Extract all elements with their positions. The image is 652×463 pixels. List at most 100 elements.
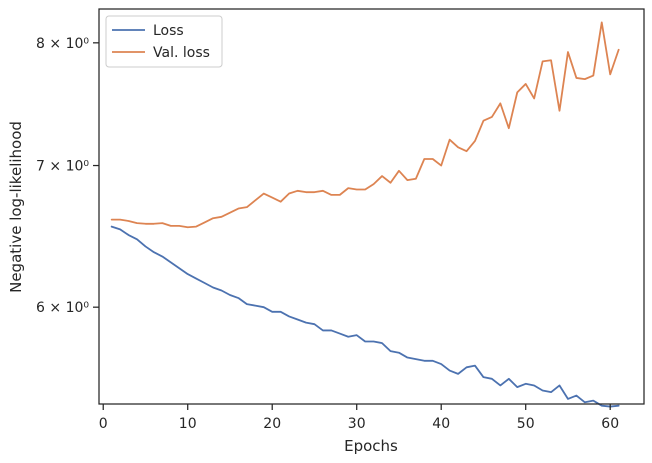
data-point-loss — [499, 384, 501, 386]
x-tick-label: 20 — [263, 416, 281, 432]
data-point-loss — [136, 238, 138, 240]
data-point-val-loss — [516, 91, 518, 93]
data-point-val-loss — [423, 158, 425, 160]
data-point-loss — [127, 234, 129, 236]
data-point-val-loss — [296, 190, 298, 192]
data-point-val-loss — [465, 150, 467, 152]
data-point-loss — [195, 277, 197, 279]
data-point-loss — [229, 294, 231, 296]
data-point-val-loss — [508, 127, 510, 129]
data-point-val-loss — [398, 170, 400, 172]
data-point-loss — [119, 228, 121, 230]
data-point-loss — [203, 282, 205, 284]
data-point-val-loss — [448, 138, 450, 140]
data-point-loss — [541, 389, 543, 391]
data-point-val-loss — [533, 97, 535, 99]
data-point-val-loss — [263, 192, 265, 194]
data-point-val-loss — [212, 217, 214, 219]
y-tick-label: 6 × 10⁰ — [36, 300, 89, 316]
data-point-val-loss — [144, 223, 146, 225]
data-point-val-loss — [567, 51, 569, 53]
data-point-loss — [415, 358, 417, 360]
data-point-val-loss — [288, 192, 290, 194]
data-point-loss — [601, 405, 603, 407]
data-point-loss — [592, 399, 594, 401]
series-layer — [110, 21, 620, 408]
data-point-val-loss — [271, 196, 273, 198]
data-point-val-loss — [110, 218, 112, 220]
data-point-val-loss — [347, 187, 349, 189]
data-point-loss — [263, 306, 265, 308]
data-point-loss — [153, 251, 155, 253]
data-point-val-loss — [356, 188, 358, 190]
data-point-val-loss — [127, 220, 129, 222]
y-tick-label: 7 × 10⁰ — [36, 159, 89, 175]
data-point-loss — [482, 376, 484, 378]
data-point-val-loss — [161, 222, 163, 224]
data-point-val-loss — [601, 21, 603, 23]
data-point-loss — [144, 245, 146, 247]
data-point-val-loss — [575, 77, 577, 79]
data-point-val-loss — [432, 158, 434, 160]
data-point-val-loss — [195, 225, 197, 227]
data-point-loss — [398, 352, 400, 354]
series-line-loss — [110, 225, 620, 408]
data-point-val-loss — [609, 73, 611, 75]
data-point-loss — [372, 340, 374, 342]
data-point-val-loss — [499, 102, 501, 104]
data-point-loss — [271, 311, 273, 313]
data-point-loss — [575, 394, 577, 396]
data-point-val-loss — [178, 225, 180, 227]
data-point-val-loss — [389, 182, 391, 184]
data-point-loss — [170, 261, 172, 263]
series-line-val-loss — [110, 21, 620, 229]
data-point-val-loss — [339, 194, 341, 196]
data-point-loss — [457, 373, 459, 375]
data-point-loss — [432, 360, 434, 362]
legend-box — [105, 15, 223, 68]
data-point-loss — [347, 336, 349, 338]
legend-label-loss: Loss — [153, 23, 184, 39]
data-point-loss — [296, 318, 298, 320]
data-point-loss — [381, 342, 383, 344]
legend-label-val-loss: Val. loss — [153, 45, 210, 61]
data-point-val-loss — [187, 226, 189, 228]
data-point-loss — [313, 323, 315, 325]
data-point-loss — [516, 386, 518, 388]
data-point-val-loss — [153, 223, 155, 225]
data-point-val-loss — [592, 74, 594, 76]
data-point-val-loss — [119, 218, 121, 220]
x-tick-label: 50 — [517, 416, 535, 432]
data-point-loss — [330, 329, 332, 331]
data-point-val-loss — [584, 78, 586, 80]
data-point-val-loss — [381, 175, 383, 177]
data-point-loss — [246, 303, 248, 305]
data-point-val-loss — [406, 179, 408, 181]
x-axis-label: Epochs — [344, 437, 398, 455]
x-tick-label: 40 — [432, 416, 450, 432]
data-point-loss — [567, 398, 569, 400]
y-tick-label: 8 × 10⁰ — [36, 36, 89, 52]
data-point-val-loss — [525, 83, 527, 85]
data-point-loss — [161, 255, 163, 257]
data-point-loss — [356, 334, 358, 336]
data-point-loss — [389, 350, 391, 352]
data-point-val-loss — [136, 222, 138, 224]
data-point-loss — [110, 225, 112, 227]
data-point-val-loss — [474, 140, 476, 142]
x-tick-label: 0 — [99, 416, 108, 432]
data-point-loss — [558, 384, 560, 386]
data-point-loss — [617, 405, 619, 407]
data-point-loss — [584, 401, 586, 403]
data-point-loss — [254, 304, 256, 306]
data-point-val-loss — [372, 183, 374, 185]
data-point-loss — [474, 364, 476, 366]
data-point-val-loss — [203, 221, 205, 223]
data-point-val-loss — [541, 60, 543, 62]
data-point-val-loss — [491, 116, 493, 118]
data-point-val-loss — [457, 146, 459, 148]
data-point-loss — [533, 384, 535, 386]
data-point-loss — [465, 366, 467, 368]
data-point-val-loss — [170, 225, 172, 227]
